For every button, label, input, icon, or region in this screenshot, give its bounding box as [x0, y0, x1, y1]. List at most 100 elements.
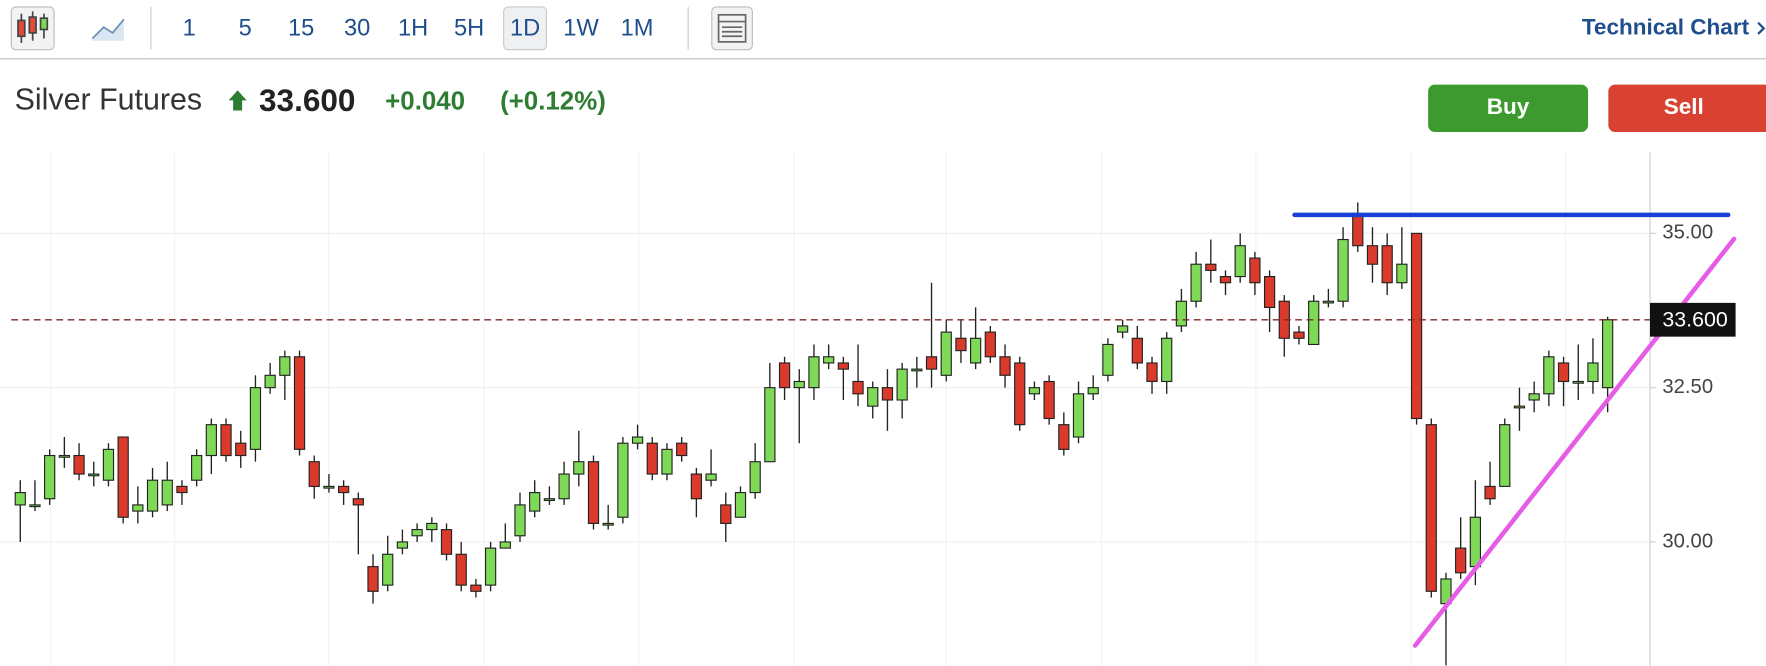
- candle-body: [837, 362, 849, 370]
- candle-body: [970, 337, 982, 364]
- candle-body: [1072, 393, 1085, 438]
- candle-body: [73, 454, 85, 475]
- candle-body: [426, 522, 438, 531]
- candle-body: [573, 461, 585, 475]
- candle-body: [690, 473, 703, 500]
- price-change-pct: (+0.12%): [500, 88, 606, 116]
- candle-body: [161, 479, 173, 506]
- candle-body: [602, 522, 614, 526]
- candle-body: [823, 356, 835, 364]
- candle-body: [382, 553, 394, 586]
- candle-body: [705, 473, 717, 481]
- up-arrow: [228, 90, 247, 111]
- candle-body: [470, 584, 482, 592]
- candle-body: [999, 356, 1011, 376]
- candle-body: [367, 566, 379, 592]
- candle-body: [1028, 387, 1041, 395]
- buy-button[interactable]: [1428, 84, 1589, 132]
- price-change: +0.040: [385, 88, 465, 116]
- candle-body: [1234, 245, 1246, 278]
- layout-button[interactable]: [711, 6, 753, 51]
- candle-body: [925, 356, 938, 370]
- interval-button[interactable]: 5: [239, 16, 252, 42]
- y-tick-label: 35.00: [1662, 222, 1713, 244]
- candle-body: [396, 541, 409, 549]
- candle-body: [646, 442, 658, 475]
- candle-body: [29, 504, 41, 508]
- candle-body: [1425, 424, 1437, 592]
- interval-button[interactable]: 15: [288, 16, 314, 42]
- interval-button[interactable]: 1W: [563, 16, 599, 42]
- candle-body: [1322, 300, 1335, 304]
- candle-body: [132, 504, 144, 512]
- interval-button[interactable]: 1: [183, 16, 196, 42]
- candle-body: [1263, 275, 1276, 308]
- candle-body: [543, 498, 556, 501]
- candle-body: [323, 485, 335, 489]
- candle-body: [1543, 356, 1555, 395]
- sell-button[interactable]: [1608, 84, 1766, 132]
- interval-group: 1 5 15 30 1H 5H 1D 1W 1M: [183, 6, 654, 51]
- candle-body: [661, 448, 673, 475]
- interval-button[interactable]: 1M: [621, 16, 654, 42]
- candle-body: [793, 380, 805, 389]
- technical-chart-link[interactable]: Technical Chart: [1582, 14, 1750, 39]
- candle-body: [1366, 245, 1379, 265]
- last-price-box: [1649, 302, 1736, 337]
- candle-body: [249, 387, 262, 450]
- candle-body: [14, 492, 26, 506]
- candle-body: [1602, 319, 1614, 389]
- plot: 30.00 32.50 35.00 33.600: [0, 202, 1737, 666]
- candle-body: [867, 387, 879, 407]
- candle-body: [1337, 238, 1349, 302]
- candle-body: [1219, 275, 1232, 284]
- candle-body: [44, 454, 56, 500]
- active-interval-bg: [503, 6, 548, 51]
- candle-body: [1161, 337, 1173, 383]
- candle-icon: [17, 11, 49, 43]
- candle-body: [484, 547, 497, 586]
- interval-button[interactable]: 1D: [510, 16, 540, 42]
- y-tick-label: 30.00: [1662, 530, 1713, 552]
- trend-line: [1412, 236, 1737, 648]
- layout-icon: [717, 13, 747, 43]
- candle-body: [1087, 387, 1099, 395]
- candle-body: [1352, 214, 1364, 247]
- candle-body: [499, 541, 511, 549]
- candle-body: [293, 356, 306, 450]
- candle-body: [191, 454, 203, 481]
- last-price: 33.600: [259, 82, 355, 118]
- candle-body: [176, 485, 188, 494]
- candle-body: [1043, 380, 1055, 420]
- candle-body: [1396, 263, 1408, 284]
- interval-button[interactable]: 5H: [454, 16, 484, 42]
- candle-body: [1205, 263, 1217, 271]
- candle-body: [778, 362, 791, 389]
- candle-body: [1293, 331, 1305, 339]
- candle-body: [514, 504, 526, 537]
- line-chart-button[interactable]: [91, 18, 125, 41]
- candle-body: [58, 454, 70, 458]
- candle-body: [617, 442, 629, 518]
- candle-body: [1146, 362, 1158, 383]
- last-price-label: 33.600: [1662, 308, 1727, 332]
- interval-button[interactable]: 30: [344, 16, 370, 42]
- candle-body: [852, 380, 864, 395]
- candle-body: [102, 448, 115, 481]
- sell-label: Sell: [1664, 94, 1704, 119]
- candle-body: [734, 492, 747, 518]
- candle-body: [749, 461, 761, 494]
- y-tick-label: 32.50: [1662, 376, 1713, 398]
- candle-body: [411, 529, 423, 537]
- candle-body: [764, 387, 776, 463]
- candle-body: [1116, 325, 1129, 333]
- candle-body: [235, 442, 247, 457]
- interval-button[interactable]: 1H: [398, 16, 428, 42]
- candle-body: [720, 504, 732, 524]
- candle-body: [1249, 257, 1261, 284]
- candle-body: [896, 368, 908, 401]
- candle-body: [1469, 516, 1481, 568]
- candle-body: [352, 498, 364, 506]
- candle-body: [1102, 343, 1114, 376]
